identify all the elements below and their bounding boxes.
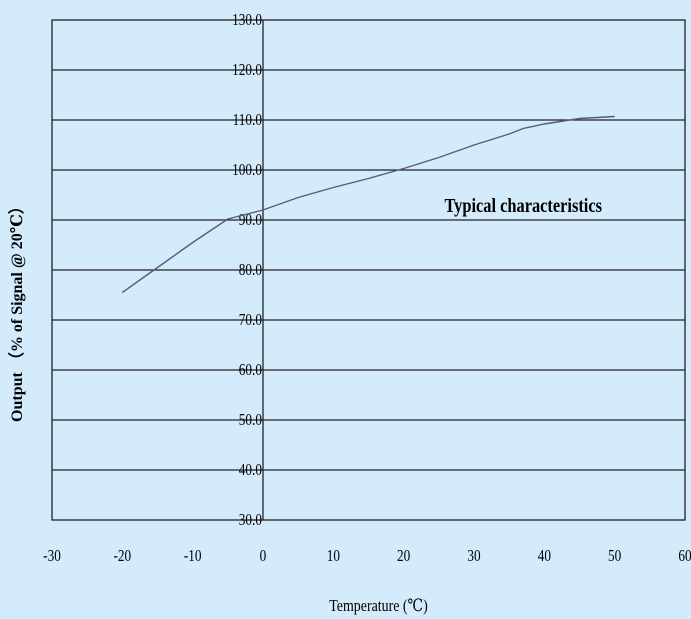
x-tick-label: 40 (538, 547, 552, 566)
x-tick-label: 0 (260, 547, 267, 566)
series-group (121, 115, 615, 294)
y-tick-label: 40.0 (239, 461, 263, 480)
y-tick-label: 50.0 (239, 411, 263, 430)
y-tick-label: 100.0 (232, 161, 262, 180)
y-tick-label: 70.0 (239, 311, 263, 330)
y-tick-labels: 30.040.050.060.070.080.090.0100.0110.012… (232, 11, 262, 530)
y-axis-title: Output （% of Signal @ 20℃） (8, 198, 26, 422)
x-tick-labels: -30 -20 -10 0 10 20 30 40 50 60 (43, 547, 691, 566)
y-tick-label: 110.0 (233, 111, 263, 130)
y-tick-label: 30.0 (239, 511, 263, 530)
y-tick-label: 60.0 (239, 361, 263, 380)
x-axis-title: Temperature (℃) (329, 597, 428, 616)
series-line (121, 115, 615, 294)
x-tick-label: -30 (43, 547, 61, 566)
x-tick-label: -10 (184, 547, 202, 566)
y-tick-label: 120.0 (232, 61, 262, 80)
x-tick-label: 30 (467, 547, 481, 566)
x-tick-label: 10 (327, 547, 341, 566)
y-tick-label: 80.0 (239, 261, 263, 280)
x-tick-label: 50 (608, 547, 622, 566)
y-tick-label: 130.0 (232, 11, 262, 30)
x-tick-label: 20 (397, 547, 411, 566)
x-tick-label: 60 (678, 547, 691, 566)
grid-lines (52, 69, 685, 471)
annotation-text: Typical characteristics (444, 195, 602, 217)
x-tick-label: -20 (113, 547, 131, 566)
